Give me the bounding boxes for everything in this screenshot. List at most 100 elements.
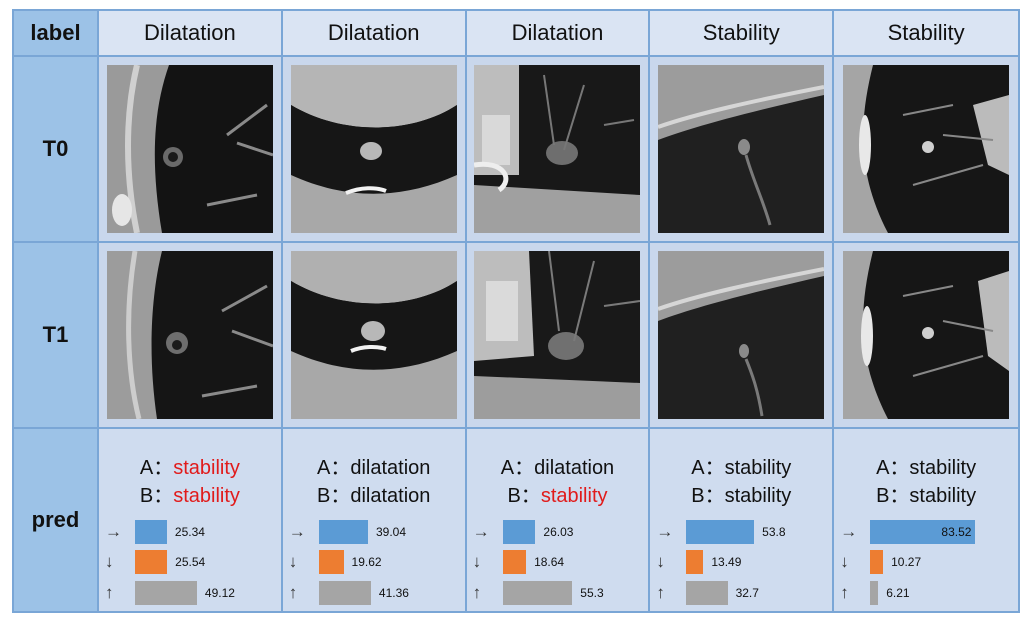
probability-value: 13.49	[711, 555, 742, 569]
probability-bar-right	[135, 520, 167, 544]
t1-image-cell-3	[466, 243, 651, 429]
probability-bar-down	[318, 550, 344, 574]
ct-scan-image	[106, 65, 273, 233]
row-label-t0: T0	[14, 57, 99, 243]
prediction-b-value: stability	[724, 485, 792, 507]
probability-row-right: → 26.03	[473, 519, 645, 545]
column-header-4: Stability	[650, 11, 835, 57]
t0-image-cell-5	[834, 57, 1018, 243]
ct-scan-image	[290, 65, 457, 233]
probability-row-right: → 39.04	[289, 519, 461, 545]
probability-bar-right	[686, 520, 755, 544]
probability-bar-up	[686, 581, 728, 605]
t0-image-cell-4	[650, 57, 835, 243]
probability-value: 55.3	[580, 586, 604, 600]
prediction-a-value: dilatation	[534, 457, 615, 479]
ct-scan-image	[106, 251, 273, 419]
ct-scan-image	[474, 251, 641, 419]
row-label-t1: T1	[14, 243, 99, 429]
down-arrow-icon: ↓	[840, 552, 849, 571]
column-header-text: Stability	[887, 20, 965, 45]
prediction-a: A：dilatation	[467, 451, 649, 480]
prediction-a-value: dilatation	[350, 457, 431, 479]
probability-row-up: ↑ 6.21	[840, 580, 1014, 606]
right-arrow-icon: →	[472, 522, 490, 541]
down-arrow-icon: ↓	[105, 552, 114, 571]
ct-scan-image	[658, 251, 825, 419]
probability-value: 53.8	[762, 525, 786, 539]
down-arrow-icon: ↓	[656, 552, 665, 571]
up-arrow-icon: ↑	[472, 583, 482, 602]
pred-cell: A：stability B：stability → 83.52 ↓ 10.27 ↑ 6.21	[834, 429, 1018, 611]
probability-bar-right	[502, 520, 536, 544]
prediction-a: A：dilatation	[283, 451, 465, 480]
ct-scan-image	[658, 65, 825, 233]
prediction-b-prefix: B：	[876, 485, 910, 507]
prediction-a-prefix: A：	[316, 457, 351, 479]
prediction-b: B：stability	[650, 479, 832, 508]
prediction-a-prefix: A：	[876, 457, 910, 479]
probability-value: 26.03	[543, 525, 574, 539]
prediction-b: B：stability	[834, 479, 1018, 508]
right-arrow-icon: →	[656, 522, 674, 541]
t1-image-cell-4	[650, 243, 835, 429]
prediction-a: A：stability	[99, 451, 281, 480]
probability-row-up: ↑ 55.3	[473, 580, 645, 606]
prediction-a: A：stability	[834, 451, 1018, 480]
right-arrow-icon: →	[288, 522, 306, 541]
prediction-b-value: stability	[173, 485, 240, 507]
probability-value: 10.27	[891, 555, 922, 569]
results-table: label Dilatation Dilatation Dilatation S…	[12, 9, 1020, 613]
row-label-text: T0	[42, 136, 69, 161]
t1-image-cell-2	[282, 243, 467, 429]
prediction-a: A：stability	[650, 451, 832, 480]
down-arrow-icon: ↓	[472, 552, 482, 571]
probability-row-up: ↑ 32.7	[656, 580, 828, 606]
probability-row-up: ↑ 49.12	[105, 580, 277, 606]
probability-value: 25.54	[175, 555, 206, 569]
prediction-a-prefix: A：	[500, 457, 535, 479]
probability-value: 19.62	[351, 555, 382, 569]
prediction-b-value: dilatation	[350, 485, 431, 507]
probability-row-down: ↓ 25.54	[105, 549, 277, 575]
column-header-3: Dilatation	[466, 11, 651, 57]
ct-scan-image	[474, 65, 641, 233]
probability-bar-right	[318, 520, 368, 544]
t0-image-cell-3	[466, 57, 651, 243]
probability-row-down: ↓ 19.62	[289, 549, 461, 575]
t1-image-cell-5	[834, 243, 1018, 429]
prediction-a-value: stability	[173, 457, 240, 479]
probability-bar-down	[502, 550, 527, 574]
column-header-5: Stability	[834, 11, 1018, 57]
up-arrow-icon: ↑	[288, 583, 298, 602]
probability-value: 6.21	[886, 586, 910, 600]
probability-value: 25.34	[174, 525, 205, 539]
probability-row-right: → 25.34	[105, 519, 277, 545]
prediction-a-value: stability	[724, 457, 792, 479]
prediction-a-prefix: A：	[691, 457, 725, 479]
pred-cell: A：dilatation B：stability → 26.03 ↓ 18.64 ↑ 55.3	[466, 429, 651, 611]
prediction-b: B：dilatation	[283, 479, 465, 508]
column-header-text: Stability	[702, 20, 780, 45]
prediction-b: B：stability	[467, 479, 649, 508]
probability-bar-right: 83.52	[870, 520, 976, 544]
ct-scan-image	[843, 65, 1010, 233]
probability-row-right: → 53.8	[656, 519, 828, 545]
prediction-b-prefix: B：	[316, 485, 351, 507]
probability-bar-down	[135, 550, 168, 574]
prediction-b-prefix: B：	[139, 485, 174, 507]
probability-bar-up	[502, 581, 573, 605]
row-label-text: T1	[42, 322, 69, 347]
ct-scan-image	[843, 251, 1010, 419]
t0-image-cell-2	[282, 57, 467, 243]
up-arrow-icon: ↑	[105, 583, 114, 602]
probability-bar-up	[135, 581, 197, 605]
pred-cell: A：stability B：stability → 25.34 ↓ 25.54 ↑ 49.12	[99, 429, 283, 611]
probability-value: 49.12	[204, 586, 235, 600]
column-header-text: Dilatation	[511, 20, 604, 45]
corner-label-text: label	[30, 20, 81, 45]
probability-value: 41.36	[378, 586, 409, 600]
row-label-pred: pred	[14, 429, 99, 611]
t0-image-cell-1	[99, 57, 283, 243]
probability-value: 18.64	[534, 555, 565, 569]
